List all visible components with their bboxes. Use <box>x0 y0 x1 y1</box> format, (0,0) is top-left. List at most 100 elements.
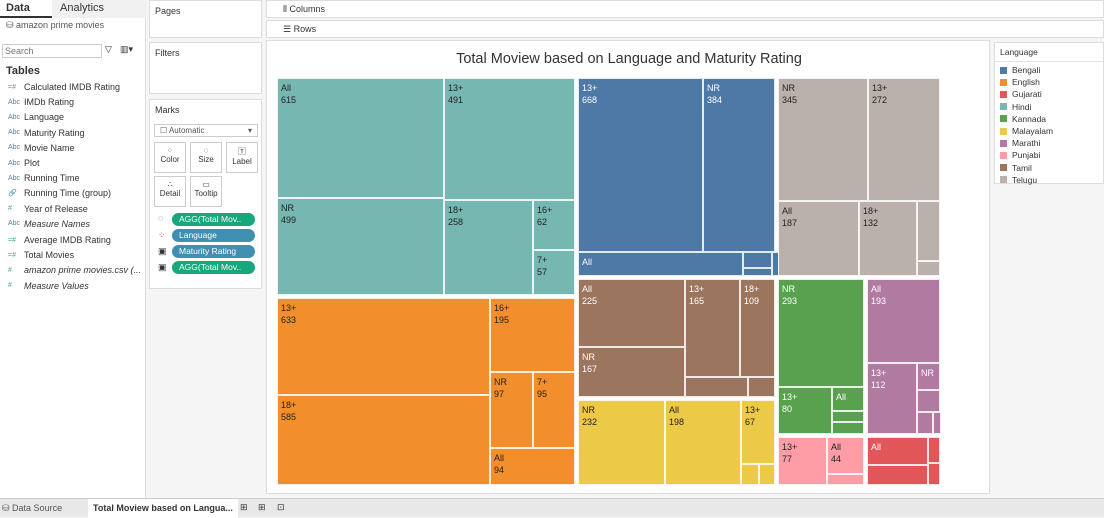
treemap-cell-gujarati[interactable] <box>928 463 940 485</box>
treemap-cell-telugu[interactable]: 13+ 272 <box>868 78 940 201</box>
search-input[interactable] <box>2 44 102 58</box>
treemap-cell-tamil[interactable]: 18+ 109 <box>740 279 775 377</box>
treemap-cell-telugu[interactable]: NR 345 <box>778 78 868 201</box>
pages-shelf[interactable]: Pages <box>149 0 262 38</box>
field-item[interactable]: Abc Plot <box>8 158 40 168</box>
treemap-cell-telugu[interactable]: 18+ 132 <box>859 201 917 276</box>
label-pill[interactable]: Maturity Rating <box>172 245 255 258</box>
treemap-cell-tamil[interactable]: 13+ 165 <box>685 279 740 377</box>
color-button[interactable]: ⁘ Color <box>154 142 186 173</box>
field-item[interactable]: =# Calculated IMDB Rating <box>8 82 120 92</box>
legend-item[interactable]: Marathi <box>995 137 1103 149</box>
treemap-cell-english[interactable]: All 94 <box>490 448 575 485</box>
legend-item[interactable]: Bengali <box>995 64 1103 76</box>
new-dashboard-icon[interactable]: ⊞ <box>258 502 266 512</box>
field-item[interactable]: # amazon prime movies.csv (... <box>8 265 141 275</box>
color-pill[interactable]: Language <box>172 229 255 242</box>
treemap-cell-punjabi[interactable] <box>827 474 864 485</box>
treemap-cell-tamil[interactable] <box>748 377 775 397</box>
treemap-cell-english[interactable]: NR 97 <box>490 372 533 448</box>
label-button[interactable]: 🅃 Label <box>226 142 258 173</box>
treemap-cell-english[interactable]: 13+ 633 <box>277 298 490 395</box>
treemap-cell-telugu[interactable] <box>917 261 940 276</box>
treemap-cell-tamil[interactable] <box>685 377 748 397</box>
treemap-cell-punjabi[interactable]: All 44 <box>827 437 864 474</box>
treemap-cell-marathi[interactable]: 13+ 112 <box>867 363 917 434</box>
columns-shelf[interactable]: ⦀ Columns <box>266 0 1104 18</box>
treemap-cell-kannada[interactable]: NR 293 <box>778 279 864 387</box>
treemap-cell-hindi[interactable]: 7+ 57 <box>533 250 575 295</box>
mark-type-dropdown[interactable]: ☐ Automatic ▾ <box>154 124 258 137</box>
filter-icon[interactable]: ▽ <box>105 44 112 54</box>
treemap-cell-marathi[interactable] <box>917 390 940 412</box>
sheet-tab[interactable]: Total Moview based on Langua... <box>88 499 238 518</box>
treemap-cell-bengali[interactable]: NR 384 <box>703 78 775 252</box>
field-item[interactable]: # Year of Release <box>8 204 88 214</box>
treemap-cell-tamil[interactable]: All 225 <box>578 279 685 347</box>
treemap-cell-marathi[interactable]: All 193 <box>867 279 940 363</box>
treemap-cell-telugu[interactable] <box>917 201 940 261</box>
data-source-tab[interactable]: ⛁ Data Source <box>2 503 63 513</box>
field-item[interactable]: Abc Running Time <box>8 173 80 183</box>
field-item[interactable]: Abc Maturity Rating <box>8 128 85 138</box>
treemap-cell-english[interactable]: 16+ 195 <box>490 298 575 372</box>
field-item[interactable]: Abc IMDb Rating <box>8 97 74 107</box>
new-story-icon[interactable]: ⊡ <box>277 502 285 512</box>
legend-item[interactable]: Punjabi <box>995 149 1103 161</box>
treemap-cell-marathi[interactable]: NR <box>917 363 940 390</box>
treemap-cell-hindi[interactable]: 13+ 491 <box>444 78 575 200</box>
tab-data[interactable]: Data <box>0 0 52 18</box>
treemap-cell-hindi[interactable]: All 615 <box>277 78 444 198</box>
treemap-cell-telugu[interactable]: All 187 <box>778 201 859 276</box>
treemap-cell-gujarati[interactable] <box>867 465 928 485</box>
treemap-cell-kannada[interactable]: All <box>832 387 864 411</box>
rows-shelf[interactable]: ☰ Rows <box>266 20 1104 38</box>
treemap-cell-gujarati[interactable] <box>928 437 940 463</box>
treemap-cell-bengali[interactable]: 13+ 668 <box>578 78 703 252</box>
label-pill[interactable]: AGG(Total Mov.. <box>172 261 255 274</box>
treemap-cell-malayalam[interactable]: NR 232 <box>578 400 665 485</box>
treemap-cell-hindi[interactable]: 16+ 62 <box>533 200 575 250</box>
legend-item[interactable]: Malayalam <box>995 125 1103 137</box>
view-options-icon[interactable]: ▥▾ <box>120 44 134 54</box>
legend-item[interactable]: Hindi <box>995 101 1103 113</box>
filters-shelf[interactable]: Filters <box>149 42 262 94</box>
field-item[interactable]: Abc Measure Names <box>8 219 90 229</box>
tooltip-button[interactable]: ▭ Tooltip <box>190 176 222 207</box>
size-button[interactable]: ◌ Size <box>190 142 222 173</box>
treemap-cell-bengali[interactable]: All <box>578 252 743 276</box>
field-item[interactable]: =# Total Movies <box>8 250 74 260</box>
treemap-cell-marathi[interactable] <box>917 412 933 434</box>
detail-button[interactable]: ∴ Detail <box>154 176 186 207</box>
datasource-name[interactable]: ⛁ amazon prime movies <box>6 20 105 30</box>
field-item[interactable]: # Measure Values <box>8 281 89 291</box>
treemap-cell-english[interactable]: 7+ 95 <box>533 372 575 448</box>
legend-item[interactable]: Telugu <box>995 174 1103 186</box>
treemap-cell-hindi[interactable]: NR 499 <box>277 198 444 295</box>
legend-item[interactable]: Tamil <box>995 162 1103 174</box>
treemap-cell-bengali[interactable] <box>743 268 772 276</box>
treemap-cell-hindi[interactable]: 18+ 258 <box>444 200 533 295</box>
treemap-cell-malayalam[interactable]: All 198 <box>665 400 741 485</box>
treemap-cell-kannada[interactable] <box>832 422 864 434</box>
treemap-cell-english[interactable]: 18+ 585 <box>277 395 490 485</box>
field-item[interactable]: 🔗 Running Time (group) <box>8 188 111 198</box>
treemap-cell-punjabi[interactable]: 13+ 77 <box>778 437 827 485</box>
legend-item[interactable]: Kannada <box>995 113 1103 125</box>
size-pill[interactable]: AGG(Total Mov.. <box>172 213 255 226</box>
treemap-cell-malayalam[interactable]: 13+ 67 <box>741 400 775 464</box>
treemap-cell-kannada[interactable] <box>832 411 864 422</box>
treemap-cell-tamil[interactable]: NR 167 <box>578 347 685 397</box>
treemap-cell-marathi[interactable] <box>933 412 941 434</box>
treemap-cell-malayalam[interactable] <box>759 464 775 485</box>
legend-item[interactable]: English <box>995 76 1103 88</box>
treemap-cell-kannada[interactable]: 13+ 80 <box>778 387 832 434</box>
treemap-cell-bengali[interactable] <box>743 252 772 268</box>
tab-analytics[interactable]: Analytics <box>52 0 146 18</box>
field-item[interactable]: Abc Movie Name <box>8 143 75 153</box>
treemap-cell-malayalam[interactable] <box>741 464 759 485</box>
new-worksheet-icon[interactable]: ⊞ <box>240 502 248 512</box>
field-item[interactable]: =# Average IMDB Rating <box>8 235 111 245</box>
legend-item[interactable]: Gujarati <box>995 88 1103 100</box>
field-item[interactable]: Abc Language <box>8 112 64 122</box>
